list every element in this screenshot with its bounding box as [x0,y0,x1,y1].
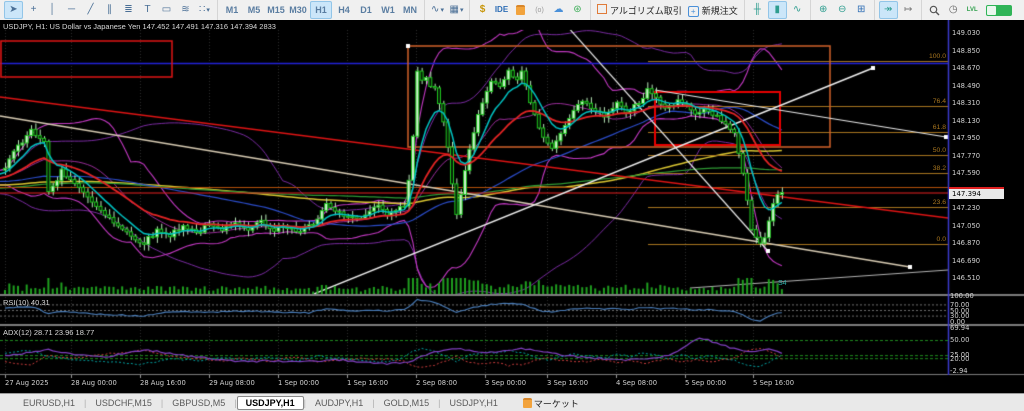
current-price-badge: 147.394 [949,186,1004,199]
store-icon[interactable]: $ [479,4,486,15]
market-tab[interactable]: マーケット [521,397,579,410]
fibonacci-tool[interactable]: ≣ [124,4,133,15]
connection-toggle[interactable] [985,4,1012,16]
chart-canvas[interactable] [0,20,1024,393]
vertical-line-tool[interactable]: │ [49,4,56,15]
timeframe-H4[interactable]: H4 [338,4,350,15]
tab-GBPUSD-M5[interactable]: GBPUSD,M5 [172,398,226,408]
fib-label: 38.2 [932,165,946,172]
chart-candles-icon[interactable]: ▮ [767,1,787,19]
chart-style-group: ╫ ▮ ∿ [745,0,811,20]
fib-label: 50.0 [932,147,946,154]
signal-icon[interactable]: (o) [535,6,544,14]
chart-line-icon[interactable]: ∿ [793,4,802,15]
indicator-menus-group: ∿ ▾ ▦ ▾ [425,0,470,20]
algo-trading-icon [597,3,607,14]
chart-bars-icon[interactable]: ╫ [753,4,761,15]
fib-label: 100.0 [928,53,946,60]
timeframe-M15[interactable]: M15 [267,4,285,15]
ide-button[interactable]: IDE [494,5,509,14]
chart-shift-icon[interactable]: ↦ [904,4,913,15]
text-tool[interactable]: T [144,4,151,15]
fib-label: 0.0 [936,236,946,243]
search-icon[interactable] [926,2,943,18]
scroll-group: ↠ ↦ [875,0,922,20]
timeframe-H1[interactable]: H1 [310,1,332,19]
timeframe-group: M1 M5 M15 M30 H1 H4 D1 W1 MN [218,0,425,20]
cloud-icon[interactable]: ☁ [553,4,564,15]
shapes-tool[interactable]: ≋ [181,4,190,15]
new-order-icon: + [687,5,699,17]
chart-tab-bar: EURUSD,H1 | USDCHF,M15 | GBPUSD,M5 | USDJPY,H1… [0,393,1024,411]
toggle-knob [986,5,996,15]
timeframe-MN[interactable]: MN [403,4,417,15]
tab-USDJPY-H1[interactable]: USDJPY,H1 [236,396,304,410]
tab-separator: | [372,398,375,408]
zoom-group: ⊕ ⊖ ⊞ [811,0,875,20]
crosshair-tool[interactable]: + [30,4,37,15]
tab-separator: | [160,398,164,408]
trading-group: アルゴリズム取引 + 新規注文 [591,0,745,20]
indicators-menu[interactable]: ∿ ▾ [431,4,444,15]
indicator-windows-menu[interactable]: ▦ ▾ [449,4,464,15]
trendline-tool[interactable]: ╱ [87,4,94,15]
tab-USDJPY-H1[interactable]: USDJPY,H1 [449,398,498,408]
market-bag-icon[interactable] [512,2,529,18]
tab-separator: | [84,398,87,408]
main-toolbar: ➤ + │ ─ ╱ ∥ ≣ T ▭ ≋ ∷ ▾ M1 M5 M15 M30 H1 H4 D1 W1 MN ∿ ▾ ▦ ▾ $… [0,0,1024,21]
objects-menu[interactable]: ∷ ▾ [199,4,210,15]
tab-separator: | [303,398,306,408]
account-hours-icon[interactable]: ◷ [948,4,958,15]
community-icon[interactable]: ⊛ [573,4,582,15]
new-order-button[interactable]: + 新規注文 [687,4,738,17]
tabs-holder: EURUSD,H1 | USDCHF,M15 | GBPUSD,M5 | USDJPY,H1… [14,396,507,410]
tile-windows-icon[interactable]: ⊞ [857,4,866,15]
tab-GOLD-M15[interactable]: GOLD,M15 [383,398,430,408]
algo-trading-button[interactable]: アルゴリズム取引 [597,3,682,17]
tab-USDCHF-M15[interactable]: USDCHF,M15 [95,398,152,408]
timeframe-D1[interactable]: D1 [360,4,372,15]
channel-tool[interactable]: ∥ [107,4,112,15]
zoom-out-icon[interactable]: ⊖ [838,4,847,15]
tab-EURUSD-H1[interactable]: EURUSD,H1 [23,398,76,408]
market-bag-icon-2 [522,398,532,408]
apps-group: $ IDE (o) ☁ ⊛ [470,0,591,20]
tab-AUDJPY-H1[interactable]: AUDJPY,H1 [314,398,364,408]
timeframe-M5[interactable]: M5 [247,4,261,15]
timeframe-W1[interactable]: W1 [381,4,395,15]
rectangle-tool[interactable]: ▭ [161,4,172,15]
drawing-tools-group: ➤ + │ ─ ╱ ∥ ≣ T ▭ ≋ ∷ ▾ [0,0,218,20]
chart-area: USDJPY, H1: US Dollar vs Japanese Yen 14… [0,20,1024,393]
lvl-icon: LVL [966,7,978,13]
tab-separator: | [234,398,237,408]
tab-separator: | [438,398,441,408]
zoom-in-icon[interactable]: ⊕ [819,4,828,15]
timeframe-M30[interactable]: M30 [289,4,307,15]
autoscroll-icon[interactable]: ↠ [878,1,898,19]
fib-label: 76.4 [932,98,946,105]
fib-label: 23.6 [932,199,946,206]
status-group: ◷ LVL [922,0,1019,20]
pointer-tool[interactable]: ➤ [4,1,23,19]
pivot-s4-label: S4 [778,280,787,287]
fib-label: 61.8 [932,124,946,131]
horizontal-line-tool[interactable]: ─ [67,4,76,15]
timeframe-M1[interactable]: M1 [225,4,239,15]
